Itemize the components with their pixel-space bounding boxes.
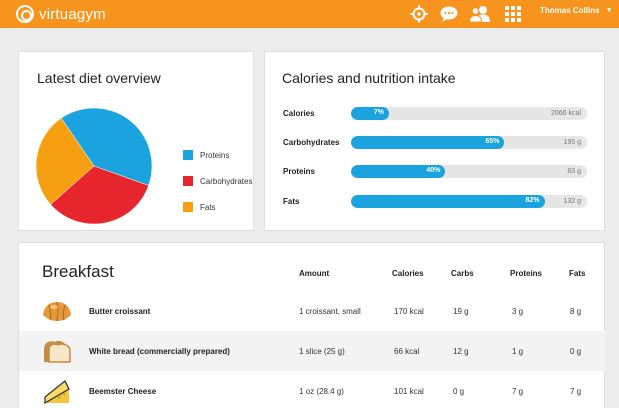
legend-swatch: [183, 202, 193, 212]
proteins-percent: 40%: [426, 167, 441, 174]
column-header-carbs: Carbs: [451, 269, 474, 278]
target-icon[interactable]: [409, 4, 429, 24]
food-calories: 101 kcal: [394, 387, 424, 396]
food-proteins: 3 g: [512, 307, 524, 316]
virtuagym-logo-icon: [16, 5, 34, 23]
food-amount: 1 croissant, small: [299, 307, 361, 316]
legend-label: Proteins: [200, 150, 230, 160]
chat-icon[interactable]: [438, 4, 460, 24]
column-header-calories: Calories: [392, 269, 424, 278]
carbohydrates-percent: 65%: [485, 138, 500, 145]
nutrition-intake-title: Calories and nutrition intake: [282, 70, 456, 86]
brand-logo[interactable]: virtuagym: [16, 4, 106, 24]
breakfast-card: Breakfast Amount Calories Carbs Proteins…: [18, 242, 605, 408]
food-name: Butter croissant: [89, 307, 151, 316]
diet-overview-card: Latest diet overview Proteins Carbohydra…: [18, 51, 254, 231]
user-name: Thomas Collins: [540, 6, 600, 15]
nutrition-intake-card: Calories and nutrition intake Calories 7…: [264, 51, 605, 231]
user-menu[interactable]: Thomas Collins ▼: [540, 6, 613, 15]
calories-percent: 7%: [373, 109, 384, 116]
food-name: White bread (commercially prepared): [89, 347, 230, 356]
diet-overview-title: Latest diet overview: [37, 70, 161, 86]
legend-item-fats: Fats: [183, 202, 216, 212]
proteins-progress-fill: 40%: [351, 165, 446, 178]
legend-item-carbohydrates: Carbohydrates: [183, 176, 252, 186]
pie-slice-proteins: [60, 107, 153, 186]
food-fats: 7 g: [570, 387, 582, 396]
croissant-icon: [43, 301, 71, 322]
food-amount: 1 slice (25 g): [299, 347, 345, 356]
diet-pie-chart: [35, 107, 153, 225]
carbohydrates-progress-bar: 65% 195 g: [351, 136, 587, 149]
food-carbs: 19 g: [453, 307, 469, 316]
pie-slice-carbohydrates: [50, 165, 149, 225]
cheese-icon: [44, 379, 70, 405]
food-name: Beemster Cheese: [89, 387, 157, 396]
column-header-proteins: Proteins: [510, 269, 543, 278]
food-carbs: 12 g: [453, 347, 469, 356]
food-carbs: 0 g: [453, 387, 465, 396]
legend-swatch: [183, 150, 193, 160]
brand-name: virtuagym: [39, 5, 106, 23]
legend-label: Fats: [200, 202, 216, 212]
proteins-value: 83 g: [567, 168, 581, 175]
food-calories: 170 kcal: [394, 307, 424, 316]
proteins-progress-bar: 40% 83 g: [351, 165, 587, 178]
food-proteins: 1 g: [512, 347, 524, 356]
nutrition-label-fats: Fats: [283, 197, 300, 206]
chevron-down-icon: ▼: [605, 7, 613, 14]
nutrition-label-calories: Calories: [283, 109, 315, 118]
carbohydrates-progress-fill: 65%: [351, 136, 505, 149]
food-calories: 66 kcal: [394, 347, 420, 356]
food-proteins: 7 g: [512, 387, 524, 396]
table-row[interactable]: Butter croissant 1 croissant, small 170 …: [19, 291, 605, 331]
calories-progress-fill: 7%: [351, 107, 389, 120]
column-header-fats: Fats: [569, 269, 586, 278]
food-fats: 8 g: [570, 307, 582, 316]
nutrition-label-carbohydrates: Carbohydrates: [283, 138, 340, 147]
bread-icon: [44, 340, 71, 363]
fats-progress-fill: 82%: [351, 195, 545, 208]
top-bar: virtuagym: [0, 0, 619, 28]
carbohydrates-value: 195 g: [563, 139, 581, 146]
table-row[interactable]: White bread (commercially prepared) 1 sl…: [19, 331, 605, 371]
pie-slice-fats: [35, 117, 95, 205]
calories-value: 2066 kcal: [551, 110, 581, 117]
calories-progress-bar: 7% 2066 kcal: [351, 107, 587, 120]
friends-icon[interactable]: [467, 4, 493, 24]
legend-item-proteins: Proteins: [183, 150, 229, 160]
food-fats: 0 g: [570, 347, 582, 356]
fats-value: 132 g: [563, 198, 581, 205]
legend-label: Carbohydrates: [200, 176, 253, 186]
fats-percent: 82%: [525, 197, 540, 204]
apps-grid-icon[interactable]: [504, 4, 522, 24]
column-header-amount: Amount: [299, 269, 330, 278]
breakfast-title: Breakfast: [42, 262, 114, 281]
table-row[interactable]: Beemster Cheese 1 oz (28.4 g) 101 kcal 0…: [19, 371, 605, 408]
fats-progress-bar: 82% 132 g: [351, 195, 587, 208]
nutrition-label-proteins: Proteins: [283, 167, 316, 176]
legend-swatch: [183, 176, 193, 186]
food-amount: 1 oz (28.4 g): [299, 387, 344, 396]
